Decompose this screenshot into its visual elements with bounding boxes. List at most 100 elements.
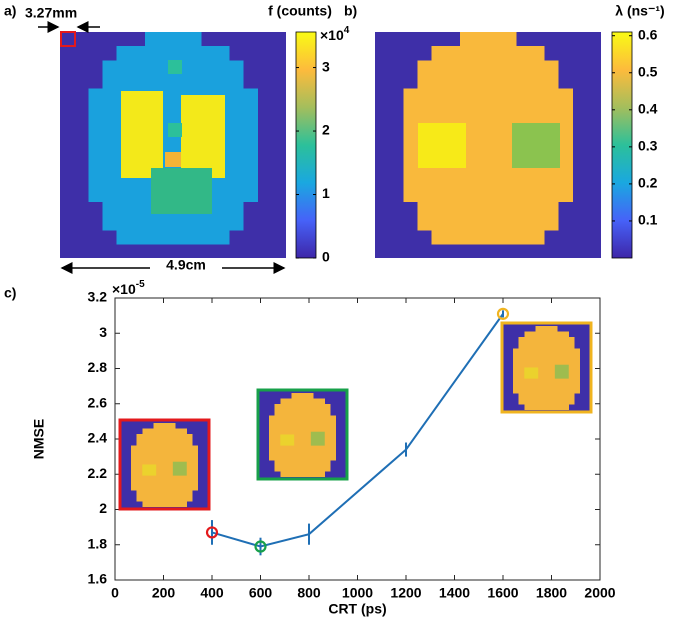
image-pixel-row: [275, 410, 331, 416]
axis-multiplier: ×10-5: [112, 279, 145, 297]
y-axis-label: NMSE: [31, 419, 47, 459]
panel-label: b): [344, 3, 357, 19]
image-pixel-row: [137, 440, 193, 446]
x-tick-label: 1200: [390, 585, 421, 601]
image-pixel-row: [291, 393, 313, 399]
y-tick-label: 2.6: [88, 394, 108, 410]
image-pixel-row: [131, 451, 198, 457]
y-tick-label: 2.2: [88, 465, 108, 481]
image-pixel-row: [145, 32, 202, 47]
multiplier-base: ×10: [320, 27, 344, 43]
multiplier-exponent: 4: [344, 25, 350, 36]
panel-label: c): [4, 285, 16, 301]
x-tick-label: 200: [152, 585, 176, 601]
image-pixel-row: [519, 398, 575, 404]
image-pixel-row: [137, 490, 193, 496]
colorbar-tick-label: 0.2: [638, 175, 658, 191]
image-pixel-row: [269, 443, 336, 449]
x-tick-label: 600: [249, 585, 273, 601]
image-region: [418, 123, 466, 168]
image-pixel-row: [417, 202, 558, 217]
image-pixel-row: [131, 456, 198, 462]
image-pixel-row: [403, 173, 573, 188]
image-region: [181, 95, 225, 178]
colorbar-tick-label: 0.6: [638, 26, 658, 42]
image-pixel-row: [269, 421, 336, 427]
image-pixel-row: [513, 359, 580, 365]
image-pixel-row: [137, 434, 193, 440]
y-tick-label: 3: [99, 324, 107, 340]
image-pixel-row: [131, 462, 198, 468]
image-region: [168, 60, 182, 74]
colorbar-title: λ (ns⁻¹): [615, 3, 664, 19]
x-tick-label: 1400: [439, 585, 470, 601]
x-axis-label: CRT (ps): [328, 601, 386, 617]
image-pixel-row: [513, 382, 580, 388]
image-pixel-row: [102, 216, 243, 231]
image-pixel-row: [269, 415, 336, 421]
panel-label: a): [4, 3, 16, 19]
image-pixel-row: [535, 326, 557, 332]
image-pixel-row: [142, 501, 187, 507]
y-tick-label: 2.4: [88, 430, 108, 446]
image-pixel-row: [280, 471, 325, 477]
image-pixel-row: [513, 376, 580, 382]
image-pixel-row: [88, 89, 258, 104]
annotation: 4.9cm: [166, 257, 206, 273]
y-tick-label: 1.6: [88, 571, 108, 587]
image-pixel-row: [524, 332, 569, 338]
image-pixel-row: [142, 429, 187, 435]
y-tick-label: 3.2: [88, 289, 108, 305]
image-pixel-row: [280, 399, 325, 405]
colorbar-tick-label: 3: [322, 58, 330, 74]
image-pixel-row: [131, 445, 198, 451]
x-tick-label: 400: [200, 585, 224, 601]
image-pixel-row: [131, 484, 198, 490]
image-pixel-row: [519, 337, 575, 343]
image-pixel-row: [524, 404, 569, 410]
inset-region: [555, 365, 569, 379]
image-pixel-row: [88, 103, 258, 118]
y-tick-label: 2.8: [88, 359, 108, 375]
inset-region: [280, 435, 294, 446]
image-pixel-row: [117, 46, 230, 61]
image-pixel-row: [131, 479, 198, 485]
image-region: [151, 168, 212, 214]
image-pixel-row: [417, 216, 558, 231]
multiplier-exponent: -5: [136, 279, 145, 290]
image-pixel-row: [513, 387, 580, 393]
image-pixel-row: [513, 348, 580, 354]
x-tick-label: 1600: [487, 585, 518, 601]
image-pixel-row: [275, 460, 331, 466]
colorbar-tick-label: 0.1: [638, 212, 658, 228]
colorbar-title: f (counts): [268, 3, 332, 19]
image-pixel-row: [269, 438, 336, 444]
image-pixel-row: [269, 432, 336, 438]
image-pixel-row: [269, 454, 336, 460]
image-pixel-row: [137, 495, 193, 501]
inset-region: [142, 465, 156, 476]
colorbar: [296, 32, 316, 258]
colorbar-tick-label: 0.5: [638, 63, 658, 79]
image-pixel-row: [513, 365, 580, 371]
image-pixel-row: [432, 46, 545, 61]
x-tick-label: 1800: [536, 585, 567, 601]
image-region: [121, 91, 163, 178]
x-tick-label: 1000: [342, 585, 373, 601]
y-tick-label: 2: [99, 500, 107, 516]
image-pixel-row: [153, 423, 175, 429]
image-pixel-row: [513, 354, 580, 360]
image-region: [168, 123, 182, 137]
image-pixel-row: [403, 187, 573, 202]
colorbar-tick-label: 0.3: [638, 138, 658, 154]
annotation: 3.27mm: [25, 5, 77, 21]
image-pixel-row: [403, 103, 573, 118]
image-pixel-row: [131, 473, 198, 479]
image-pixel-row: [403, 89, 573, 104]
axis-multiplier: ×104: [320, 25, 350, 43]
image-pixel-row: [519, 343, 575, 349]
x-tick-label: 2000: [584, 585, 615, 601]
colorbar-tick-label: 0.4: [638, 101, 658, 117]
inset-region: [173, 462, 187, 476]
image-pixel-row: [102, 74, 243, 89]
